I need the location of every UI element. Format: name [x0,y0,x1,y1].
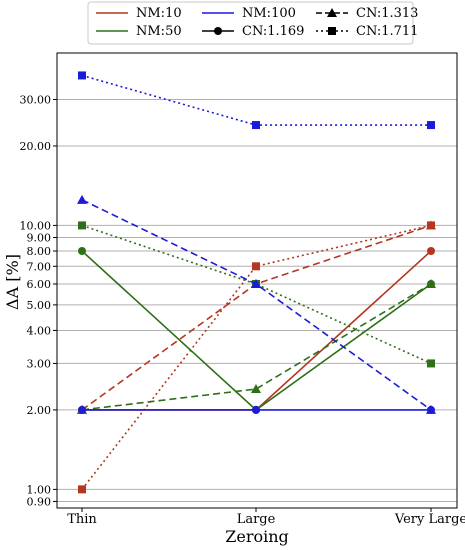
series-nm10-cn1_313 [77,220,436,414]
x-axis-title: Zeroing [225,527,289,546]
y-tick-label: 2.00 [27,404,52,417]
series-line [81,74,431,126]
data-point [426,404,436,414]
legend-item: NM:100 [202,6,296,21]
y-tick-label: 3.00 [27,357,52,370]
plot-frame [56,52,458,509]
x-tick-label: Thin [67,512,97,527]
legend-label: CN:1.711 [356,24,418,39]
series-nm50-cn1_711 [78,221,435,368]
data-point [252,405,260,414]
y-tick-label: 0.90 [27,495,52,508]
data-point [78,405,86,414]
legend-item: CN:1.711 [316,24,418,39]
data-point [77,194,87,204]
y-axis-title: ΔA [%] [3,254,22,310]
data-point [252,121,260,130]
y-tick-label: 7.00 [27,260,52,273]
series-line [81,283,432,411]
y-tick-label: 1.00 [27,483,52,496]
legend-marker [328,27,336,35]
y-tick-label: 8.00 [27,245,52,258]
y-tick-label: 30.00 [20,93,52,106]
data-point [252,262,260,271]
x-tick-label: Very Large [394,512,465,527]
legend-item: CN:1.169 [202,24,304,39]
data-point [427,221,435,230]
y-tick-label: 5.00 [27,299,52,312]
x-axis: Thin Large Very Large [67,508,465,527]
data-point [78,221,86,230]
x-tick-label: Large [237,512,276,527]
y-tick-label: 4.00 [27,324,52,337]
legend: NM:10 NM:50 NM:100 CN:1.169 CN:1.313 CN:1.711 [87,1,418,45]
series-nm10-cn1_711 [78,221,435,494]
grid [57,98,457,502]
legend-label: NM:100 [242,6,296,21]
legend-label: CN:1.313 [356,6,418,21]
legend-item: CN:1.313 [316,6,418,21]
data-point [427,246,435,255]
series-nm100-cn1_313 [77,194,436,414]
data-point [78,246,86,255]
series-group [77,71,436,494]
y-tick-label: 9.00 [27,231,52,244]
legend-item: NM:10 [96,6,182,21]
y-tick-label: 20.00 [20,140,52,153]
y-tick-label: 10.00 [20,219,52,232]
legend-label: CN:1.169 [242,24,304,39]
legend-label: NM:10 [136,6,182,21]
series-nm100-cn1_169 [78,405,435,414]
legend-marker [214,27,222,35]
data-point [78,71,86,80]
data-point [251,278,261,288]
series-nm100-cn1_711 [78,71,435,130]
legend-item: NM:50 [96,24,182,39]
series-nm50-cn1_313 [77,278,436,414]
data-point [427,359,435,368]
legend-marker [327,8,337,17]
data-point [427,121,435,130]
y-tick-label: 6.00 [27,278,52,291]
data-point [251,384,261,394]
data-point [78,485,86,494]
data-point [426,278,436,288]
series-line [81,224,432,411]
legend-label: NM:50 [136,24,182,39]
series-line [81,224,432,365]
y-axis: 0.901.00 2.00 3.00 4.00 5.00 6.00 7.00 8.009.00… [20,93,57,508]
